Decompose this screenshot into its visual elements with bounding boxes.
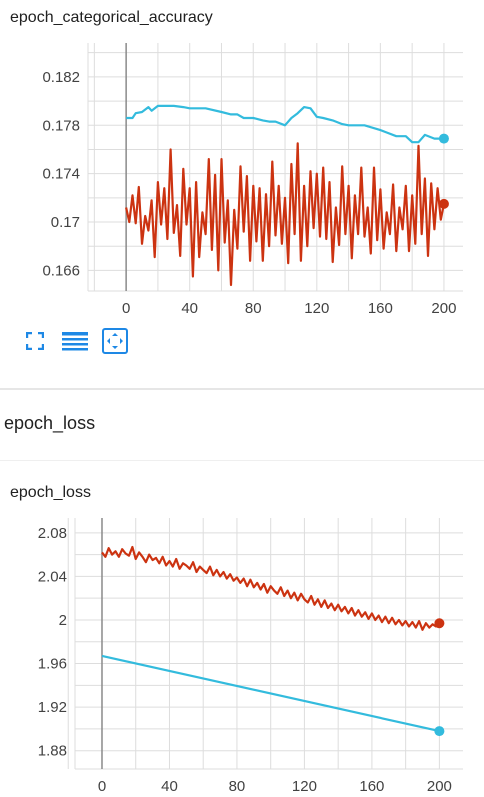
- accuracy-ytick-label: 0.178: [42, 117, 80, 134]
- accuracy-series-endpoint-1[interactable]: [438, 198, 449, 209]
- data-table-button[interactable]: [62, 328, 88, 354]
- section-divider-light: [0, 460, 484, 461]
- chart-toolbar: [22, 328, 128, 354]
- loss-series-line-1: [101, 654, 440, 733]
- loss-ytick-label: 1.96: [38, 656, 67, 673]
- fullscreen-icon: [26, 332, 44, 350]
- fit-domain-icon: [102, 328, 128, 354]
- accuracy-xtick-label: 0: [122, 300, 130, 317]
- section-divider: [0, 388, 484, 390]
- accuracy-series-line-1: [125, 142, 445, 287]
- loss-xtick-label: 0: [98, 778, 106, 795]
- accuracy-chart-title: epoch_categorical_accuracy: [10, 9, 213, 26]
- fullscreen-button[interactable]: [22, 328, 48, 354]
- accuracy-ytick-label: 0.182: [42, 69, 80, 86]
- loss-ytick-label: 1.88: [38, 743, 67, 760]
- section-title[interactable]: epoch_loss: [4, 413, 96, 433]
- accuracy-xtick-label: 80: [245, 300, 262, 317]
- loss-xtick-label: 160: [359, 778, 384, 795]
- loss-chart-card: epoch_loss 1.88 1.92 1.96 2 2.04 2.08 0 40 80 120…: [0, 470, 484, 797]
- loss-ytick-label: 2.04: [38, 568, 67, 585]
- accuracy-ytick-label: 0.17: [51, 214, 80, 231]
- fit-domain-button[interactable]: [102, 328, 128, 354]
- loss-series-endpoint-1[interactable]: [434, 726, 445, 737]
- loss-xtick-label: 40: [161, 778, 178, 795]
- loss-series-line-0: [101, 545, 441, 631]
- accuracy-xtick-label: 40: [181, 300, 198, 317]
- accuracy-chart-card: epoch_categorical_accuracy 0.166 0.17 0.17…: [0, 0, 484, 380]
- accuracy-chart[interactable]: 0.166 0.17 0.174 0.178 0.182 0 40 80 120 160 200: [0, 0, 484, 320]
- loss-ytick-label: 2: [59, 612, 67, 629]
- loss-xtick-label: 80: [229, 778, 246, 795]
- accuracy-xtick-label: 160: [368, 300, 393, 317]
- loss-xtick-label: 200: [427, 778, 452, 795]
- loss-ytick-label: 2.08: [38, 525, 67, 542]
- loss-series-endpoint-0[interactable]: [434, 618, 445, 629]
- loss-chart-title: epoch_loss: [10, 484, 91, 501]
- accuracy-series-line-0: [126, 104, 444, 144]
- accuracy-xtick-label: 200: [431, 300, 456, 317]
- accuracy-series-endpoint-0[interactable]: [438, 133, 449, 144]
- loss-xtick-label: 120: [292, 778, 317, 795]
- loss-ytick-label: 1.92: [38, 699, 67, 716]
- loss-chart[interactable]: 1.88 1.92 1.96 2 2.04 2.08 0 40 80 120 160 200: [0, 470, 484, 797]
- accuracy-ytick-label: 0.174: [42, 166, 80, 183]
- data-table-icon: [62, 332, 88, 351]
- accuracy-ytick-label: 0.166: [42, 262, 80, 279]
- accuracy-xtick-label: 120: [304, 300, 329, 317]
